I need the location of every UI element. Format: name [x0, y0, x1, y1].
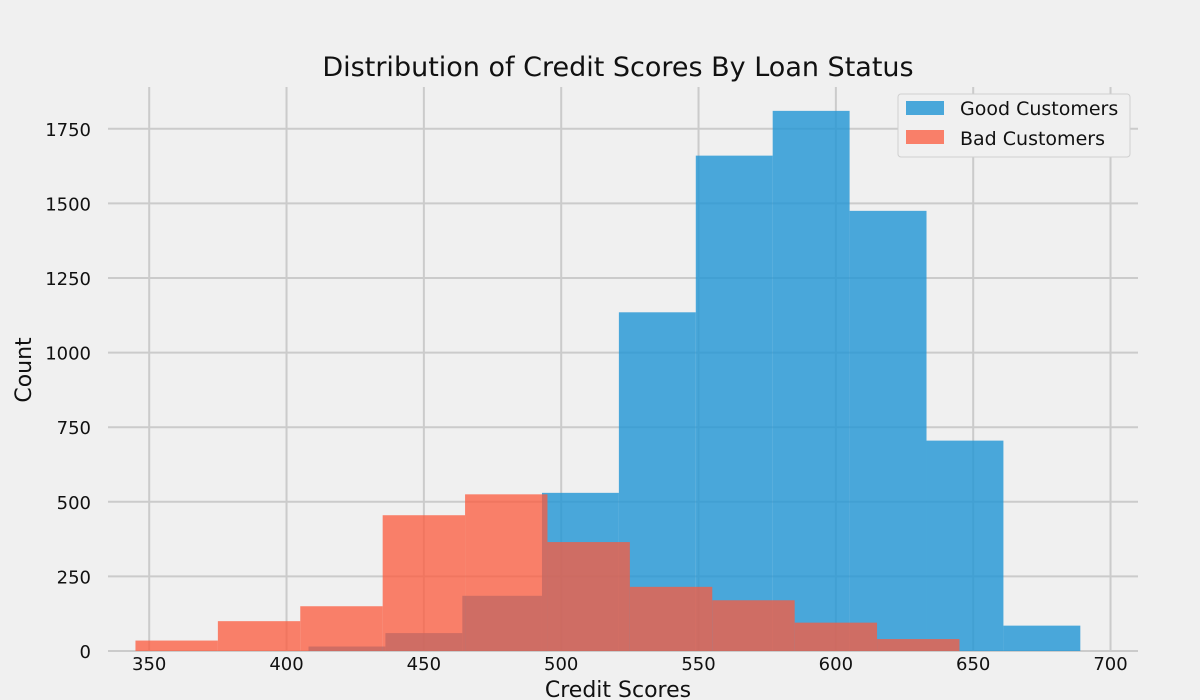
x-tick-label: 700: [1093, 654, 1127, 675]
y-tick-label: 1000: [45, 344, 91, 365]
x-axis-label: Credit Scores: [545, 678, 691, 700]
bad-customers-bar: [712, 600, 795, 651]
bad-customers-bar: [877, 639, 960, 651]
x-tick-label: 400: [269, 654, 303, 675]
chart-title: Distribution of Credit Scores By Loan St…: [322, 52, 913, 83]
y-tick-label: 500: [57, 493, 91, 514]
legend-label-bad: Bad Customers: [960, 128, 1105, 150]
x-tick-label: 450: [407, 654, 441, 675]
y-tick-label: 1750: [45, 120, 91, 141]
bad-customers-bar: [794, 622, 878, 651]
x-tick-label: 500: [544, 654, 578, 675]
bad-customers-bar: [382, 515, 466, 651]
bad-customers-bar: [547, 542, 630, 651]
bad-customers-bar: [300, 606, 383, 651]
bad-customers-bar: [217, 621, 301, 651]
x-tick-label: 650: [956, 654, 990, 675]
good-customers-bar: [849, 210, 927, 652]
good-customers-bar: [772, 110, 850, 651]
legend-label-good: Good Customers: [960, 98, 1118, 120]
bad-customers-bar: [629, 586, 713, 651]
good-customers-bar: [1003, 625, 1081, 651]
y-tick-label: 1500: [45, 194, 91, 215]
y-axis-label: Count: [12, 337, 37, 403]
y-tick-label: 750: [57, 418, 91, 439]
x-tick-label: 550: [681, 654, 715, 675]
bad-customers-bar: [135, 640, 218, 651]
x-tick-label: 600: [819, 654, 853, 675]
legend-box: [897, 93, 1131, 158]
histogram-bars: [135, 110, 1081, 652]
good-customers-bar: [695, 155, 773, 651]
legend: Good Customers Bad Customers: [897, 93, 1131, 158]
y-tick-label: 250: [57, 567, 91, 588]
good-customers-bar: [926, 440, 1004, 651]
bad-customers-bar: [465, 494, 548, 651]
legend-swatch-bad: [906, 130, 944, 144]
axis-ticks: 350 400 450 500 550 600 650 700 0 250 500 750 1000 12…: [45, 120, 1128, 675]
y-tick-label: 0: [80, 642, 91, 663]
legend-swatch-good: [906, 101, 944, 115]
y-tick-label: 1250: [45, 269, 91, 290]
x-tick-label: 350: [132, 654, 166, 675]
